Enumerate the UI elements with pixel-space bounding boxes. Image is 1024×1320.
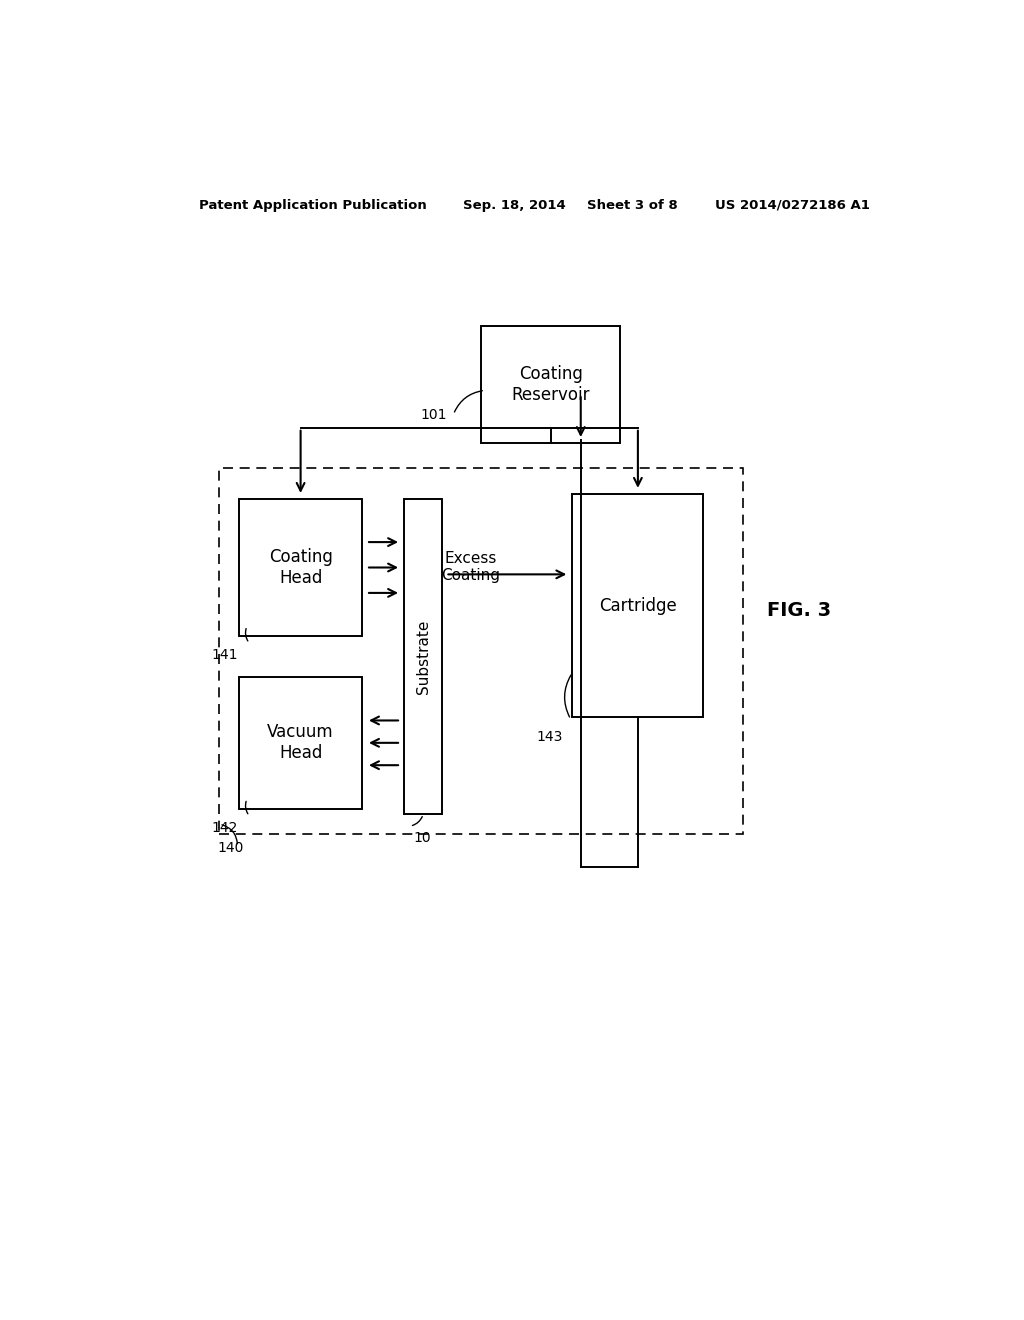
Text: Patent Application Publication: Patent Application Publication (200, 198, 427, 211)
Text: Excess
Coating: Excess Coating (441, 550, 501, 583)
Text: 141: 141 (211, 648, 238, 663)
Text: Coating
Head: Coating Head (268, 548, 333, 587)
Bar (240, 677, 362, 809)
Text: US 2014/0272186 A1: US 2014/0272186 A1 (715, 198, 870, 211)
Bar (572, 494, 703, 718)
Text: 143: 143 (537, 730, 563, 743)
Text: FIG. 3: FIG. 3 (767, 601, 830, 620)
Text: Coating
Reservoir: Coating Reservoir (511, 366, 590, 404)
Bar (219, 469, 743, 834)
Bar (240, 499, 362, 636)
Text: 101: 101 (421, 408, 447, 421)
Text: 142: 142 (211, 821, 238, 836)
Text: Sheet 3 of 8: Sheet 3 of 8 (587, 198, 678, 211)
Text: Sep. 18, 2014: Sep. 18, 2014 (463, 198, 565, 211)
Text: Cartridge: Cartridge (599, 597, 677, 615)
Bar (481, 326, 621, 444)
Text: 140: 140 (218, 841, 244, 855)
Text: 10: 10 (414, 832, 431, 845)
Text: Vacuum
Head: Vacuum Head (267, 723, 334, 762)
Bar (404, 499, 442, 814)
Text: Substrate: Substrate (416, 619, 431, 693)
